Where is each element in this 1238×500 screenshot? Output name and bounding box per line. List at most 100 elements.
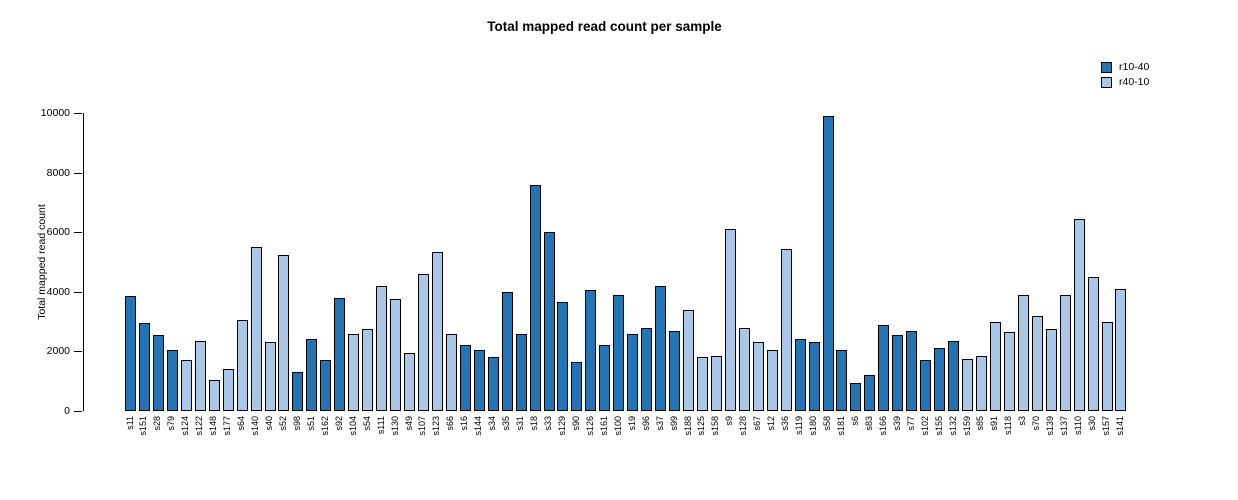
bar-s9 <box>724 229 736 411</box>
bar-s92 <box>334 297 346 411</box>
bar-s159 <box>962 358 973 411</box>
y-axis-title: Total mapped read count <box>36 204 48 320</box>
bar-s91 <box>989 321 1001 411</box>
x-tick-label-s28: s28 <box>152 416 163 431</box>
bar-s124 <box>180 360 192 411</box>
bar-s129 <box>557 302 569 411</box>
y-tick-mark <box>74 113 82 114</box>
x-tick-label-s129: s129 <box>556 416 567 436</box>
bar-s66 <box>445 333 457 411</box>
bar-s139 <box>1045 329 1057 411</box>
x-tick-label-s118: s118 <box>1003 416 1014 435</box>
x-tick-label-s12: s12 <box>766 416 777 431</box>
x-tick-label-s166: s166 <box>877 416 888 436</box>
x-tick-label-s155: s155 <box>933 416 944 436</box>
x-tick-label-s49: s49 <box>403 416 414 431</box>
bar-s111 <box>376 285 388 411</box>
x-tick-label-s157: s157 <box>1101 416 1111 436</box>
legend-label-r40-10: r40-10 <box>1119 76 1150 88</box>
bar-s96 <box>641 327 653 411</box>
x-tick-label-s102: s102 <box>919 416 930 436</box>
x-tick-label-s122: s122 <box>194 416 205 436</box>
y-tick-mark <box>74 172 82 174</box>
bar-s34 <box>487 357 499 411</box>
bar-s19 <box>627 333 639 411</box>
x-tick-label-s19: s19 <box>626 416 637 431</box>
bar-s161 <box>599 345 611 411</box>
plot-area <box>83 113 1127 411</box>
x-tick-label-s124: s124 <box>180 416 191 436</box>
bar-s28 <box>152 335 164 411</box>
x-tick-label-s92: s92 <box>333 416 344 431</box>
x-tick-label-s111: s111 <box>375 416 386 435</box>
bar-s51 <box>306 339 318 411</box>
x-tick-label-s51: s51 <box>305 416 316 431</box>
x-tick-label-s3: s3 <box>1017 416 1028 426</box>
x-tick-label-s16: s16 <box>459 416 470 431</box>
x-tick-label-s159: s159 <box>961 416 972 436</box>
x-tick-label-s119: s119 <box>794 416 805 435</box>
x-tick-label-s158: s158 <box>710 416 721 436</box>
x-tick-label-s137: s137 <box>1059 416 1070 436</box>
legend-label-r10-40: r10-40 <box>1119 61 1150 73</box>
x-tick-label-s130: s130 <box>389 416 400 436</box>
bar-s177 <box>222 369 234 411</box>
bar-s77 <box>906 330 918 411</box>
y-tick-label: 6000 <box>46 226 70 239</box>
y-tick-mark <box>74 291 82 293</box>
x-tick-label-s9: s9 <box>724 416 735 426</box>
chart-title: Total mapped read count per sample <box>487 19 722 34</box>
bar-s37 <box>655 285 667 411</box>
x-tick-label-s139: s139 <box>1045 416 1056 436</box>
x-tick-label-s148: s148 <box>208 416 219 436</box>
bar-s40 <box>264 342 276 411</box>
bar-s90 <box>571 361 583 411</box>
bar-s64 <box>236 320 248 411</box>
bar-s126 <box>585 290 597 411</box>
x-tick-label-s177: s177 <box>222 416 233 436</box>
bar-s157 <box>1101 321 1113 411</box>
x-tick-label-s126: s126 <box>584 416 595 436</box>
x-tick-label-s107: s107 <box>417 416 428 436</box>
x-tick-label-s141: s141 <box>1114 416 1125 436</box>
bar-s85 <box>975 355 987 411</box>
bar-s104 <box>348 333 360 411</box>
bar-s6 <box>850 382 862 411</box>
bar-s144 <box>473 349 485 411</box>
legend-swatch-r10-40-icon <box>1101 61 1112 73</box>
x-tick-label-s180: s180 <box>808 416 819 436</box>
bar-s181 <box>836 349 848 411</box>
x-tick-label-s161: s161 <box>598 416 609 436</box>
x-tick-label-s85: s85 <box>975 416 986 431</box>
bar-s30 <box>1087 276 1099 411</box>
bar-s99 <box>669 330 681 411</box>
x-tick-label-s79: s79 <box>166 416 177 431</box>
x-tick-label-s151: s151 <box>138 416 149 436</box>
y-tick-mark <box>74 411 82 412</box>
bar-s110 <box>1073 218 1085 411</box>
x-tick-label-s110: s110 <box>1073 416 1084 435</box>
bar-s125 <box>696 357 708 411</box>
bar-s188 <box>683 309 694 411</box>
x-tick-label-s83: s83 <box>863 416 874 431</box>
y-tick-label: 8000 <box>46 166 70 179</box>
legend-swatch-r40-10-icon <box>1101 76 1112 88</box>
x-tick-label-s99: s99 <box>668 416 679 431</box>
x-tick-label-s36: s36 <box>780 416 791 431</box>
x-tick-label-s132: s132 <box>947 416 958 436</box>
x-tick-label-s104: s104 <box>347 416 358 436</box>
bar-s107 <box>417 273 429 411</box>
bar-s102 <box>920 360 932 411</box>
bar-s180 <box>808 342 820 411</box>
bar-s31 <box>515 333 527 411</box>
bar-s54 <box>362 329 374 411</box>
bar-s140 <box>250 247 262 411</box>
x-tick-label-s31: s31 <box>515 416 526 431</box>
y-tick-mark <box>74 232 82 234</box>
x-tick-label-s6: s6 <box>849 416 860 426</box>
x-tick-label-s67: s67 <box>752 416 763 431</box>
x-tick-label-s40: s40 <box>264 416 274 431</box>
bar-s67 <box>752 342 764 411</box>
bar-s151 <box>138 323 150 411</box>
